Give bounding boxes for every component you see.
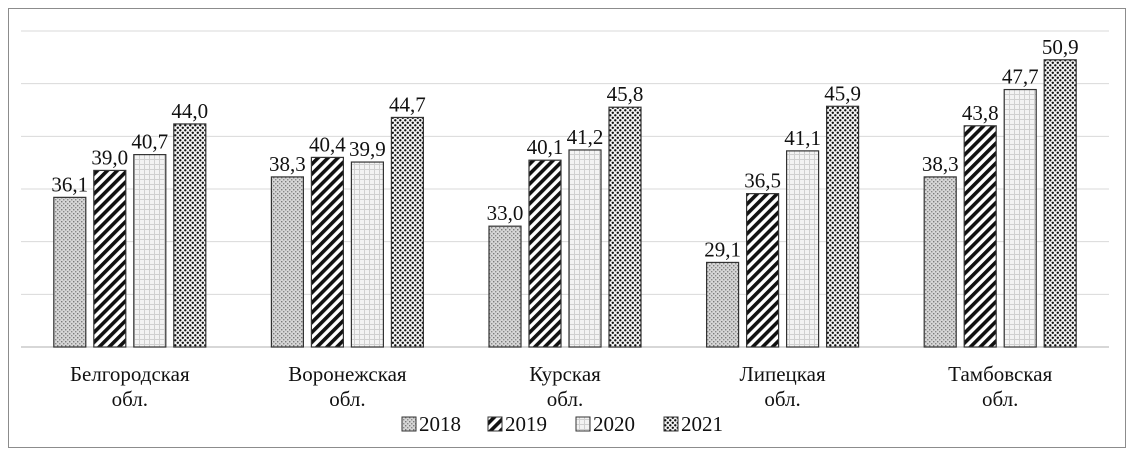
bar-2021-1 bbox=[390, 116, 424, 348]
bar-2018-1 bbox=[270, 176, 304, 348]
data-label: 40,7 bbox=[131, 130, 168, 154]
data-label: 36,1 bbox=[51, 172, 88, 196]
legend-label: 2019 bbox=[505, 412, 547, 436]
data-label: 40,1 bbox=[527, 135, 564, 159]
bar-2019-2 bbox=[528, 159, 562, 348]
data-label: 40,4 bbox=[309, 132, 346, 156]
bar-2018-4 bbox=[923, 176, 957, 348]
bar-2021-3 bbox=[825, 105, 860, 348]
data-label: 41,2 bbox=[567, 125, 604, 149]
bar-2018-2 bbox=[488, 225, 522, 348]
category-label: обл. bbox=[982, 387, 1018, 411]
legend-swatch-2018 bbox=[401, 416, 417, 432]
category-label: Воронежская bbox=[288, 362, 407, 386]
bar-2018-0 bbox=[53, 196, 87, 348]
bar-2019-1 bbox=[310, 156, 344, 348]
category-label: Липецкая bbox=[740, 362, 826, 386]
category-label: обл. bbox=[547, 387, 583, 411]
data-labels: 36,139,040,744,038,340,4 39,944,733,040,1… bbox=[51, 35, 1078, 262]
category-label: обл. bbox=[764, 387, 800, 411]
bar-2018-3 bbox=[705, 261, 740, 348]
category-label: обл. bbox=[329, 387, 365, 411]
bars bbox=[53, 59, 1077, 348]
bar-2020-0 bbox=[133, 154, 167, 348]
category-label: Тамбовская bbox=[948, 362, 1052, 386]
data-label: 33,0 bbox=[487, 201, 524, 225]
legend-label: 2021 bbox=[681, 412, 723, 436]
data-label: 29,1 bbox=[704, 237, 741, 261]
legend-label: 2020 bbox=[593, 412, 635, 436]
bar-2020-1 bbox=[350, 161, 384, 348]
data-label: 44,7 bbox=[389, 92, 426, 116]
bar-2019-3 bbox=[745, 193, 780, 348]
legend-swatch-2021 bbox=[663, 416, 679, 432]
data-label: 44,0 bbox=[171, 99, 208, 123]
bar-2020-3 bbox=[785, 150, 820, 348]
data-label: 36,5 bbox=[744, 169, 781, 193]
bar-chart: 36,139,040,744,038,340,4 39,944,733,040,1… bbox=[21, 30, 1109, 436]
data-label: 43,8 bbox=[962, 101, 999, 125]
category-label: Белгородская bbox=[70, 362, 190, 386]
category-labels: Белгородскаяобл.Воронежскаяобл.Курскаяоб… bbox=[70, 362, 1053, 411]
legend-swatch-2019 bbox=[487, 416, 503, 432]
bar-2021-0 bbox=[173, 123, 207, 348]
bar-2021-2 bbox=[608, 106, 642, 348]
legend-label: 2018 bbox=[419, 412, 461, 436]
legend-swatch-2020 bbox=[575, 416, 591, 432]
bar-2020-4 bbox=[1003, 88, 1037, 348]
bar-2021-4 bbox=[1043, 59, 1077, 348]
bar-2019-0 bbox=[93, 169, 127, 348]
category-label: Курская bbox=[529, 362, 601, 386]
data-label: 41,1 bbox=[784, 126, 821, 150]
data-label: 45,9 bbox=[824, 81, 861, 105]
data-label: 45,8 bbox=[607, 82, 644, 106]
data-label: 39,0 bbox=[91, 145, 128, 169]
data-label: 38,3 bbox=[269, 152, 306, 176]
data-label: 47,7 bbox=[1002, 65, 1039, 89]
chart-frame: 36,1 39,0 40,7 44,0 38,3 40,4 39,9 44,7 33,0 40,1… bbox=[8, 8, 1126, 448]
bar-2020-2 bbox=[568, 149, 602, 348]
legend: 2018 2019 2020 2021 bbox=[401, 412, 723, 436]
data-label: 39,9 bbox=[349, 137, 386, 161]
data-label: 50,9 bbox=[1042, 35, 1079, 59]
data-label: 38,3 bbox=[922, 152, 959, 176]
bar-2019-4 bbox=[963, 125, 997, 348]
category-label: обл. bbox=[112, 387, 148, 411]
